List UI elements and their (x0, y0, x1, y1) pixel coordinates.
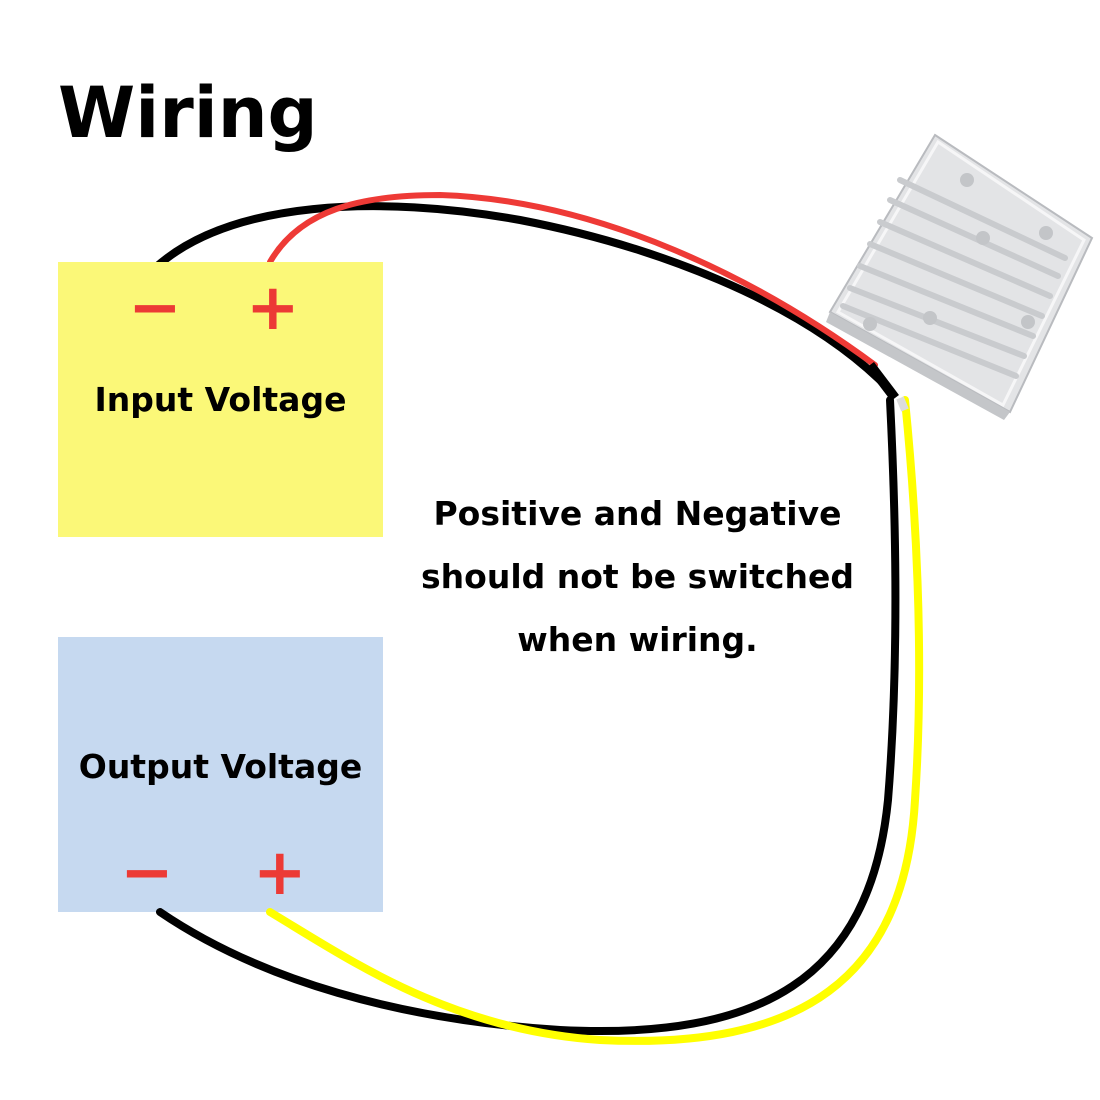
wiring-warning-note: Positive and Negative should not be swit… (400, 482, 875, 671)
input-positive-sign: + (246, 271, 300, 345)
input-negative-sign: − (128, 271, 182, 345)
wire-output-positive-yellow (266, 396, 924, 1045)
wire-output-negative-black (156, 396, 900, 1035)
output-negative-sign: − (120, 836, 174, 910)
wire-module-entry-black (866, 361, 899, 402)
wire-module-entry-white (896, 396, 909, 412)
dc-converter-module-icon (826, 133, 1094, 420)
wire-input-negative-black (151, 202, 889, 389)
page-title: Wiring (58, 72, 318, 154)
output-voltage-label: Output Voltage (78, 747, 363, 786)
wire-input-positive-red (267, 191, 878, 368)
output-positive-sign: + (253, 836, 307, 910)
note-line-1: Positive and Negative (433, 494, 842, 533)
output-voltage-panel: Output Voltage − + (58, 637, 383, 912)
note-line-2: should not be switched (421, 557, 854, 596)
input-voltage-label: Input Voltage (94, 380, 347, 419)
input-voltage-panel: − + Input Voltage (58, 262, 383, 537)
note-line-3: when wiring. (517, 620, 758, 659)
